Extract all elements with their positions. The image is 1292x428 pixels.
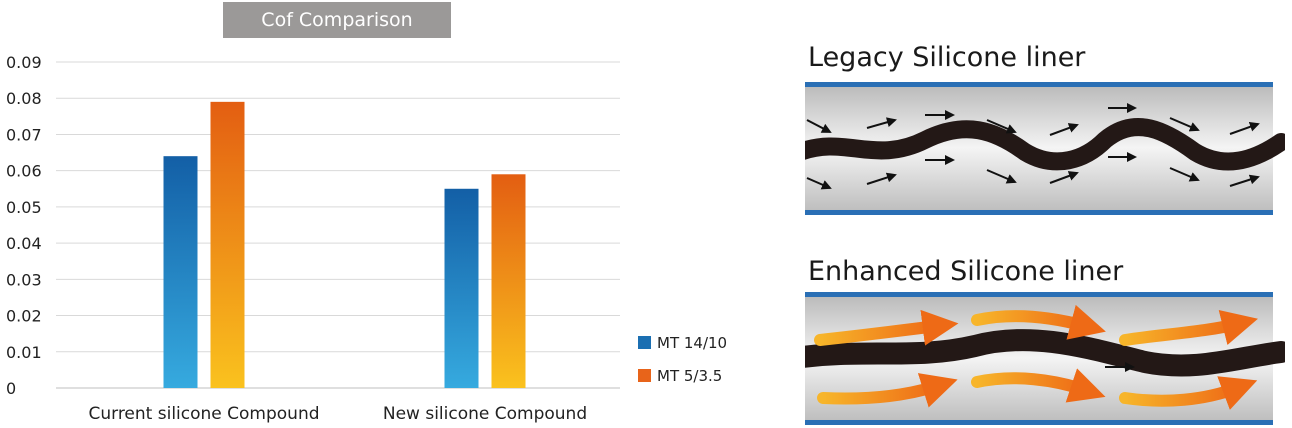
- bar-chart: 0 0.01 0.02 0.03 0.04 0.05 0.06 0.07 0.08 0.09 Cu…: [6, 53, 727, 424]
- legend: MT 14/10 MT 5/3.5: [638, 334, 727, 385]
- liner-top-wall: [805, 82, 1273, 87]
- x-axis-categories: Current silicone Compound New silicone Co…: [88, 404, 587, 424]
- legacy-liner-title: Legacy Silicone liner: [808, 42, 1086, 73]
- bar-mt-5-3-5: [491, 174, 526, 388]
- legend-label-mt-5-3-5: MT 5/3.5: [657, 367, 722, 385]
- legend-swatch-mt-14-10: [638, 336, 651, 349]
- y-tick-label: 0.04: [6, 234, 42, 253]
- legend-label-mt-14-10: MT 14/10: [657, 334, 727, 352]
- y-tick-label: 0.05: [6, 198, 42, 217]
- enhanced-liner-diagram: [805, 292, 1285, 425]
- y-tick-label: 0.09: [6, 53, 42, 72]
- bar-mt-14-10: [163, 156, 198, 388]
- x-category-label: Current silicone Compound: [88, 404, 319, 424]
- orange-flow-arrows: [814, 304, 1258, 410]
- liner-bottom-wall: [805, 210, 1273, 215]
- x-category-label: New silicone Compound: [383, 404, 587, 424]
- y-tick-label: 0.06: [6, 162, 42, 181]
- y-tick-label: 0.01: [6, 343, 42, 362]
- legend-swatch-mt-5-3-5: [638, 369, 651, 382]
- y-tick-label: 0.08: [6, 89, 42, 108]
- bars: [163, 101, 526, 388]
- y-tick-label: 0.02: [6, 307, 42, 326]
- flow-arrows: [806, 103, 1260, 190]
- liner-top-wall: [805, 292, 1273, 297]
- liner-bottom-wall: [805, 420, 1273, 425]
- y-tick-label: 0: [6, 379, 16, 398]
- y-axis-ticks: 0 0.01 0.02 0.03 0.04 0.05 0.06 0.07 0.08 0.09: [6, 53, 42, 398]
- legacy-liner-diagram: [805, 82, 1285, 215]
- enhanced-liner-title: Enhanced Silicone liner: [808, 256, 1124, 287]
- y-tick-label: 0.07: [6, 125, 42, 144]
- chart-title: Cof Comparison: [223, 2, 451, 38]
- cable: [805, 329, 1285, 377]
- bar-mt-14-10: [444, 188, 479, 388]
- y-tick-label: 0.03: [6, 270, 42, 289]
- gridlines: [56, 61, 620, 389]
- cable: [805, 118, 1285, 171]
- bar-mt-5-3-5: [210, 101, 245, 388]
